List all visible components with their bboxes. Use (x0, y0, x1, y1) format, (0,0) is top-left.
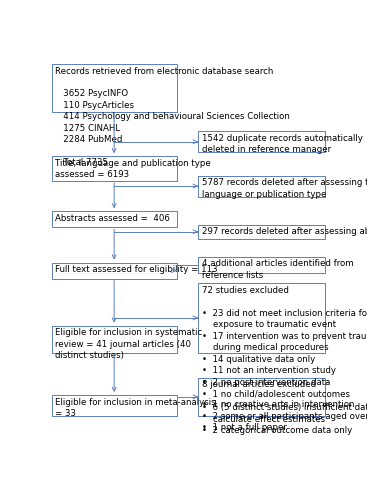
Text: 1542 duplicate records automatically
deleted in reference manager: 1542 duplicate records automatically del… (202, 134, 363, 154)
Text: 8 journal articles excluded

•  6 (5 distinct studies) insufficient data to
    : 8 journal articles excluded • 6 (5 disti… (202, 380, 367, 435)
Text: 4 additional articles identified from
reference lists: 4 additional articles identified from re… (202, 260, 353, 280)
FancyBboxPatch shape (198, 176, 324, 197)
FancyBboxPatch shape (51, 326, 177, 352)
FancyBboxPatch shape (198, 225, 324, 238)
FancyBboxPatch shape (51, 156, 177, 182)
FancyBboxPatch shape (198, 378, 324, 416)
FancyBboxPatch shape (51, 262, 177, 278)
FancyBboxPatch shape (198, 284, 324, 352)
FancyBboxPatch shape (51, 64, 177, 112)
Text: Eligible for inclusion in systematic
review = 41 journal articles (40
distinct s: Eligible for inclusion in systematic rev… (55, 328, 203, 360)
Text: Eligible for inclusion in meta-analysis
= 33: Eligible for inclusion in meta-analysis … (55, 398, 216, 418)
Text: 72 studies excluded

•  23 did not meet inclusion criteria for
    exposure to t: 72 studies excluded • 23 did not meet in… (202, 286, 367, 432)
Text: Title, language and publication type
assessed = 6193: Title, language and publication type ass… (55, 159, 211, 180)
Text: Records retrieved from electronic database search

   3652 PsycINFO
   110 PsycA: Records retrieved from electronic databa… (55, 66, 290, 167)
Text: Abstracts assessed =  406: Abstracts assessed = 406 (55, 214, 170, 223)
FancyBboxPatch shape (51, 212, 177, 228)
FancyBboxPatch shape (198, 131, 324, 152)
FancyBboxPatch shape (51, 395, 177, 416)
FancyBboxPatch shape (198, 256, 324, 273)
Text: 297 records deleted after assessing abstract: 297 records deleted after assessing abst… (202, 228, 367, 236)
Text: Full text assessed for eligibility = 113: Full text assessed for eligibility = 113 (55, 265, 218, 274)
Text: 5787 records deleted after assessing title,
language or publication type: 5787 records deleted after assessing tit… (202, 178, 367, 199)
